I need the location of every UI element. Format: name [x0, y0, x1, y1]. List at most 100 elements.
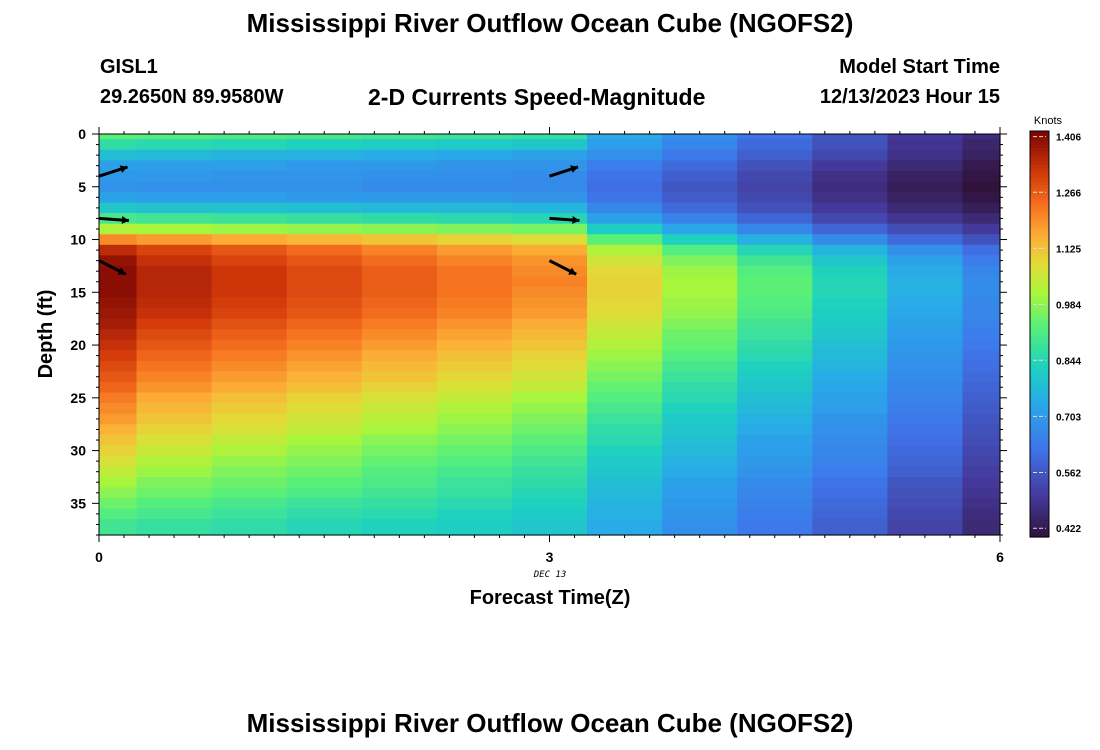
heatmap-cell: [511, 308, 588, 320]
colorbar-band: [1030, 262, 1049, 267]
heatmap-cell: [812, 134, 888, 140]
heatmap-cell: [286, 265, 363, 278]
colorbar-band: [1030, 347, 1049, 352]
colorbar-band: [1030, 144, 1049, 149]
heatmap-cell: [812, 234, 888, 246]
heatmap-cell: [812, 339, 888, 351]
heatmap-cell: [211, 202, 288, 214]
heatmap-cell: [812, 403, 888, 415]
heatmap-cell: [99, 170, 138, 183]
heatmap-cell: [511, 134, 588, 140]
heatmap-cell: [99, 149, 138, 161]
heatmap-cell: [136, 276, 213, 288]
heatmap-cell: [662, 149, 738, 161]
heatmap-cell: [211, 149, 288, 161]
current-vector-head: [117, 267, 126, 275]
heatmap-cell: [136, 287, 213, 299]
heatmap-cell: [887, 134, 964, 140]
heatmap-cell: [511, 318, 588, 330]
model-start-label: Model Start Time: [839, 56, 1000, 78]
current-vector: [98, 216, 130, 225]
heatmap-cell: [436, 413, 513, 425]
heatmap-cell: [962, 181, 1001, 193]
heatmap-cell: [587, 223, 663, 235]
heatmap-cell: [962, 318, 1001, 330]
heatmap-cell: [286, 234, 363, 246]
colorbar-band: [1030, 425, 1049, 430]
heatmap-cell: [887, 508, 964, 520]
heatmap-cell: [211, 424, 288, 436]
current-vector-head: [572, 216, 580, 225]
colorbar-band: [1030, 459, 1049, 464]
heatmap-cell: [361, 445, 438, 457]
heatmap-cell: [737, 455, 813, 468]
heatmap-cell: [286, 508, 363, 520]
y-tick-label: 5: [78, 179, 86, 195]
heatmap-cell: [286, 498, 363, 510]
colorbar-band: [1030, 191, 1049, 196]
heatmap-cell: [662, 424, 738, 436]
y-axis: 0 5 10 15 20 25 30 35: [70, 126, 1007, 536]
heatmap-cell: [962, 508, 1001, 520]
station-id: GISL1: [100, 56, 158, 78]
heatmap-cells: [99, 134, 1001, 536]
colorbar-band: [1030, 306, 1049, 311]
heatmap-cell: [962, 413, 1001, 425]
heatmap-cell: [737, 350, 813, 362]
heatmap-cell: [662, 181, 738, 193]
colorbar-band: [1030, 401, 1049, 406]
heatmap-cell: [737, 466, 813, 478]
heatmap-cell: [436, 445, 513, 457]
colorbar-band: [1030, 415, 1049, 420]
colorbar-band: [1030, 493, 1049, 497]
heatmap-cell: [211, 445, 288, 457]
heatmap-cell: [662, 413, 738, 425]
colorbar-band: [1030, 269, 1049, 274]
heatmap-cell: [211, 160, 288, 172]
heatmap-cell: [812, 181, 888, 193]
heatmap-cell: [436, 134, 513, 140]
heatmap-cell: [136, 434, 213, 446]
heatmap-cell: [587, 234, 663, 246]
colorbar-band: [1030, 442, 1049, 447]
heatmap-cell: [136, 149, 213, 161]
heatmap-cell: [812, 360, 888, 373]
heatmap-cell: [211, 234, 288, 246]
x-axis-title: Forecast Time(Z): [470, 587, 631, 609]
heatmap-cell: [887, 234, 964, 246]
heatmap-cell: [962, 255, 1001, 267]
colorbar-band: [1030, 452, 1049, 457]
colorbar-band: [1030, 354, 1049, 359]
heatmap-cell: [211, 487, 288, 499]
heatmap-cell: [436, 498, 513, 510]
heatmap-cell: [587, 276, 663, 288]
colorbar-band: [1030, 381, 1049, 386]
heatmap-cell: [662, 139, 738, 151]
heatmap-cell: [511, 297, 588, 309]
current-vector: [548, 259, 577, 276]
heatmap-cell: [587, 381, 663, 394]
heatmap-cell: [136, 160, 213, 172]
heatmap-cell: [211, 466, 288, 478]
heatmap-cell: [361, 134, 438, 140]
heatmap-cell: [211, 434, 288, 446]
colorbar-band: [1030, 300, 1049, 305]
heatmap-cell: [887, 181, 964, 193]
colorbar-band: [1030, 526, 1049, 531]
heatmap-cell: [812, 297, 888, 309]
heatmap-cell: [136, 424, 213, 436]
heatmap-cell: [962, 287, 1001, 299]
heatmap-cell: [962, 466, 1001, 478]
heatmap-cell: [136, 181, 213, 193]
heatmap-cell: [436, 308, 513, 320]
colorbar-band: [1030, 523, 1049, 528]
colorbar-tick-label: 1.406: [1056, 133, 1081, 144]
heatmap-cell: [436, 487, 513, 499]
heatmap-cell: [511, 329, 588, 341]
heatmap-cell: [962, 455, 1001, 468]
heatmap-cell: [662, 223, 738, 235]
heatmap-cell: [962, 213, 1001, 225]
colorbar-band: [1030, 465, 1049, 470]
heatmap-cell: [812, 508, 888, 520]
heatmap-cell: [211, 170, 288, 183]
